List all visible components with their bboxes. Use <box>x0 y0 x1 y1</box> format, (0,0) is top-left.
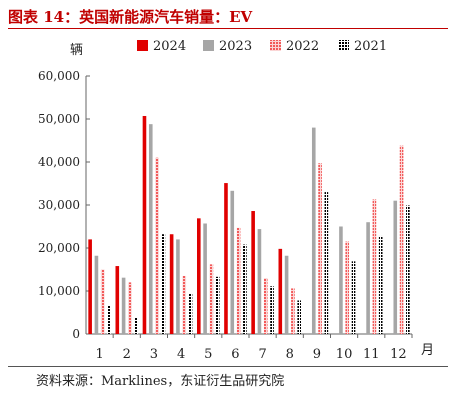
bar-2024-4 <box>169 234 174 334</box>
bar-2021-4 <box>188 293 193 334</box>
x-tick-label: 1 <box>95 347 103 362</box>
x-tick-label: 9 <box>313 347 321 362</box>
bar-2022-1 <box>100 269 105 334</box>
bar-2024-2 <box>115 266 120 334</box>
y-tick-label: 50,000 <box>38 112 80 126</box>
bar-2024-1 <box>88 239 92 334</box>
x-tick-label: 6 <box>231 347 239 362</box>
y-tick-label: 60,000 <box>38 69 80 83</box>
source-note: 资料来源：Marklines，东证衍生品研究院 <box>36 374 285 389</box>
source-divider <box>8 366 448 367</box>
legend-swatch-2022 <box>270 40 281 51</box>
x-tick-label: 12 <box>390 347 407 362</box>
chart-title: 图表 14：英国新能源汽车销量：EV <box>8 8 253 26</box>
chart-bars <box>88 115 410 335</box>
bar-2021-8 <box>297 300 301 334</box>
bar-2023-4 <box>176 239 180 334</box>
bar-2021-10 <box>351 261 356 334</box>
legend-swatch-2023 <box>203 40 214 51</box>
y-tick-label: 10,000 <box>38 284 80 298</box>
x-tick-label: 11 <box>363 347 380 362</box>
legend-swatch-2024 <box>137 40 148 51</box>
bar-2021-7 <box>270 286 274 334</box>
bar-2024-8 <box>278 248 283 334</box>
x-tick-label: 8 <box>286 347 294 362</box>
bar-2024-3 <box>142 115 147 335</box>
x-unit-label: 月 <box>421 343 434 358</box>
x-tick-label: 4 <box>177 347 185 362</box>
bar-2022-11 <box>372 199 377 334</box>
title-divider <box>8 28 448 29</box>
y-tick-label: 30,000 <box>38 198 80 212</box>
bar-2022-8 <box>291 288 295 334</box>
legend-swatch-2021 <box>338 40 349 51</box>
bar-2024-7 <box>251 211 255 334</box>
bar-2023-7 <box>257 229 262 334</box>
x-tick-label: 3 <box>150 347 158 362</box>
chart-legend: 2024 2023 2022 2021 <box>137 39 387 54</box>
bar-2021-9 <box>324 192 329 334</box>
bar-2022-12 <box>399 145 404 334</box>
bar-2021-6 <box>243 244 247 334</box>
bar-2022-6 <box>236 227 241 334</box>
bar-2022-3 <box>155 157 159 334</box>
bar-2024-6 <box>224 183 228 334</box>
legend-label-2023: 2023 <box>219 39 252 54</box>
bar-2022-5 <box>209 264 214 334</box>
bar-2021-12 <box>406 205 410 334</box>
bar-2022-4 <box>182 275 187 334</box>
bar-2023-2 <box>121 277 126 334</box>
y-tick-label: 20,000 <box>38 241 80 255</box>
legend-label-2024: 2024 <box>153 39 186 54</box>
y-tick-label: 40,000 <box>38 155 80 169</box>
y-tick-label: 0 <box>72 327 80 341</box>
bar-2023-10 <box>339 226 343 334</box>
bar-2023-8 <box>284 255 289 334</box>
x-tick-label: 7 <box>258 347 266 362</box>
bar-2021-11 <box>378 235 383 334</box>
bar-2023-12 <box>393 200 398 334</box>
bar-2023-1 <box>94 255 99 334</box>
x-tick-label: 2 <box>123 347 131 362</box>
bar-2021-2 <box>134 317 138 334</box>
legend-label-2022: 2022 <box>286 39 319 54</box>
bar-2021-5 <box>215 276 220 334</box>
bar-2022-2 <box>128 282 132 334</box>
bar-2023-9 <box>311 127 316 334</box>
bar-2023-11 <box>366 222 370 334</box>
x-tick-label: 5 <box>204 347 212 362</box>
bar-2022-7 <box>263 278 268 334</box>
bar-2023-6 <box>230 190 235 334</box>
bar-2022-9 <box>318 163 322 334</box>
bar-2023-5 <box>203 223 207 334</box>
bar-2021-1 <box>107 305 111 334</box>
bar-2024-5 <box>197 218 201 334</box>
legend-label-2021: 2021 <box>354 39 387 54</box>
bar-2021-3 <box>161 234 166 334</box>
y-unit-label: 辆 <box>70 43 83 58</box>
bar-2022-10 <box>345 241 350 334</box>
x-tick-label: 10 <box>336 347 353 362</box>
bar-2023-3 <box>148 124 153 334</box>
